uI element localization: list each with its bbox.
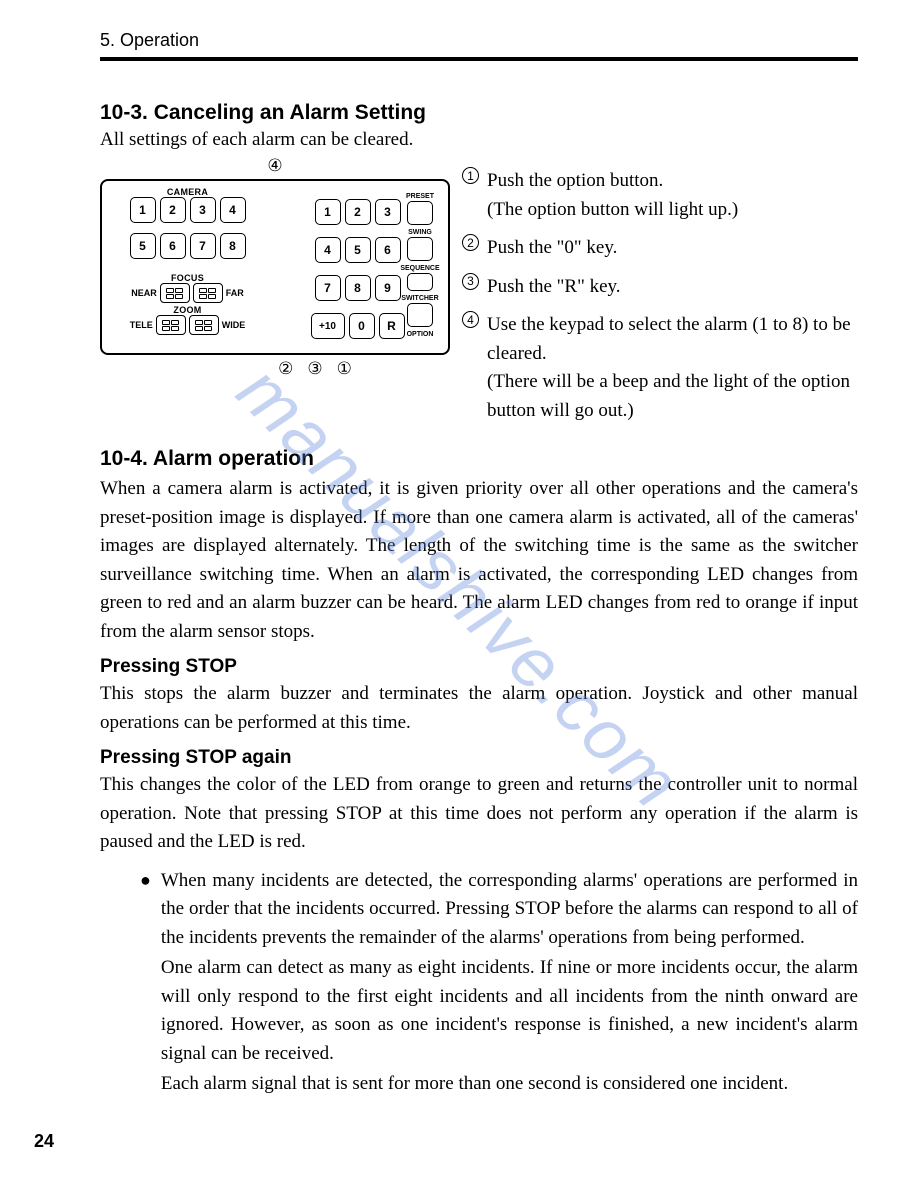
zoom-tele-btn [156,315,186,335]
focus-far-label: FAR [226,288,244,298]
callout-1: ① [337,359,352,379]
num-btn-6: 6 [375,237,401,263]
num-btn-4: 4 [315,237,341,263]
callout-3: ③ [307,359,322,379]
swing-btn [407,237,433,261]
step-4-text: Use the keypad to select the alarm (1 to… [487,314,851,364]
step-4-sub: (There will be a beep and the light of t… [487,371,850,421]
section-10-4-body: When a camera alarm is activated, it is … [100,475,858,646]
bullet-p2: One alarm can detect as many as eight in… [161,954,858,1068]
focus-near-btn [160,283,190,303]
step-2-num: 2 [462,234,479,251]
num-btn-2: 2 [345,199,371,225]
num-btn-1: 1 [315,199,341,225]
switcher-label: SWITCHER [398,295,442,302]
camera-btn-3: 3 [190,197,216,223]
zoom-tele-label: TELE [130,320,153,330]
switcher-btn [407,303,433,327]
camera-btn-5: 5 [130,233,156,259]
step-2-text: Push the "0" key. [487,237,617,258]
sequence-btn [407,273,433,291]
section-10-4-title: 10-4. Alarm operation [100,447,858,471]
bullet-p3: Each alarm signal that is sent for more … [161,1070,858,1099]
page-number: 24 [34,1131,54,1152]
page: 5. Operation 10-3. Canceling an Alarm Se… [0,0,918,1141]
callout-2: ② [278,359,293,379]
header-rule [100,57,858,61]
step-1-text: Push the option button. [487,170,663,191]
preset-label: PRESET [398,193,442,200]
section-10-3-title: 10-3. Canceling an Alarm Setting [100,101,858,125]
pressing-stop-again-title: Pressing STOP again [100,747,858,769]
step-1-sub: (The option button will light up.) [487,199,738,220]
page-header: 5. Operation [100,30,858,57]
pressing-stop-body: This stops the alarm buzzer and terminat… [100,680,858,737]
num-btn-7: 7 [315,275,341,301]
step-3: 3 Push the "R" key. [462,273,858,302]
preset-btn [407,201,433,225]
side-buttons: PRESET SWING SEQUENCE SWITCHER OPTION [398,193,442,339]
bullet-icon: ● [140,867,151,1101]
camera-btn-1: 1 [130,197,156,223]
focus-near-label: NEAR [131,288,157,298]
keypad-and-steps-row: ④ CAMERA 1 2 3 4 5 6 7 8 [100,157,858,435]
sequence-label: SEQUENCE [398,265,442,272]
camera-btn-7: 7 [190,233,216,259]
step-4-num: 4 [462,311,479,328]
keypad-left-column: CAMERA 1 2 3 4 5 6 7 8 FOCUS [110,187,265,343]
num-btn-plus10: +10 [311,313,345,339]
num-btn-0: 0 [349,313,375,339]
section-10-3-intro: All settings of each alarm can be cleare… [100,129,858,151]
callout-4: ④ [100,157,450,179]
focus-label: FOCUS [110,273,265,283]
pressing-stop-again-body: This changes the color of the LED from o… [100,771,858,857]
camera-label: CAMERA [110,187,265,197]
num-btn-3: 3 [375,199,401,225]
camera-btn-4: 4 [220,197,246,223]
num-btn-5: 5 [345,237,371,263]
num-btn-8: 8 [345,275,371,301]
bullet-note: ● When many incidents are detected, the … [100,867,858,1101]
keypad-right-column: 1 2 3 4 5 6 7 8 9 [275,187,440,343]
callouts-bottom: ② ③ ① [100,359,450,379]
camera-btn-8: 8 [220,233,246,259]
camera-btn-6: 6 [160,233,186,259]
step-1-num: 1 [462,167,479,184]
zoom-wide-label: WIDE [222,320,246,330]
keypad-panel: CAMERA 1 2 3 4 5 6 7 8 FOCUS [100,179,450,355]
focus-far-btn [193,283,223,303]
pressing-stop-title: Pressing STOP [100,656,858,678]
step-2: 2 Push the "0" key. [462,234,858,263]
keypad-diagram: ④ CAMERA 1 2 3 4 5 6 7 8 [100,157,450,379]
step-1: 1 Push the option button. (The option bu… [462,167,858,224]
swing-label: SWING [398,229,442,236]
zoom-label: ZOOM [110,305,265,315]
camera-btn-2: 2 [160,197,186,223]
option-label: OPTION [398,331,442,338]
step-4: 4 Use the keypad to select the alarm (1 … [462,311,858,425]
bullet-p1: When many incidents are detected, the co… [161,867,858,953]
step-3-num: 3 [462,273,479,290]
steps-list: 1 Push the option button. (The option bu… [462,157,858,435]
zoom-wide-btn [189,315,219,335]
num-btn-9: 9 [375,275,401,301]
step-3-text: Push the "R" key. [487,276,621,297]
